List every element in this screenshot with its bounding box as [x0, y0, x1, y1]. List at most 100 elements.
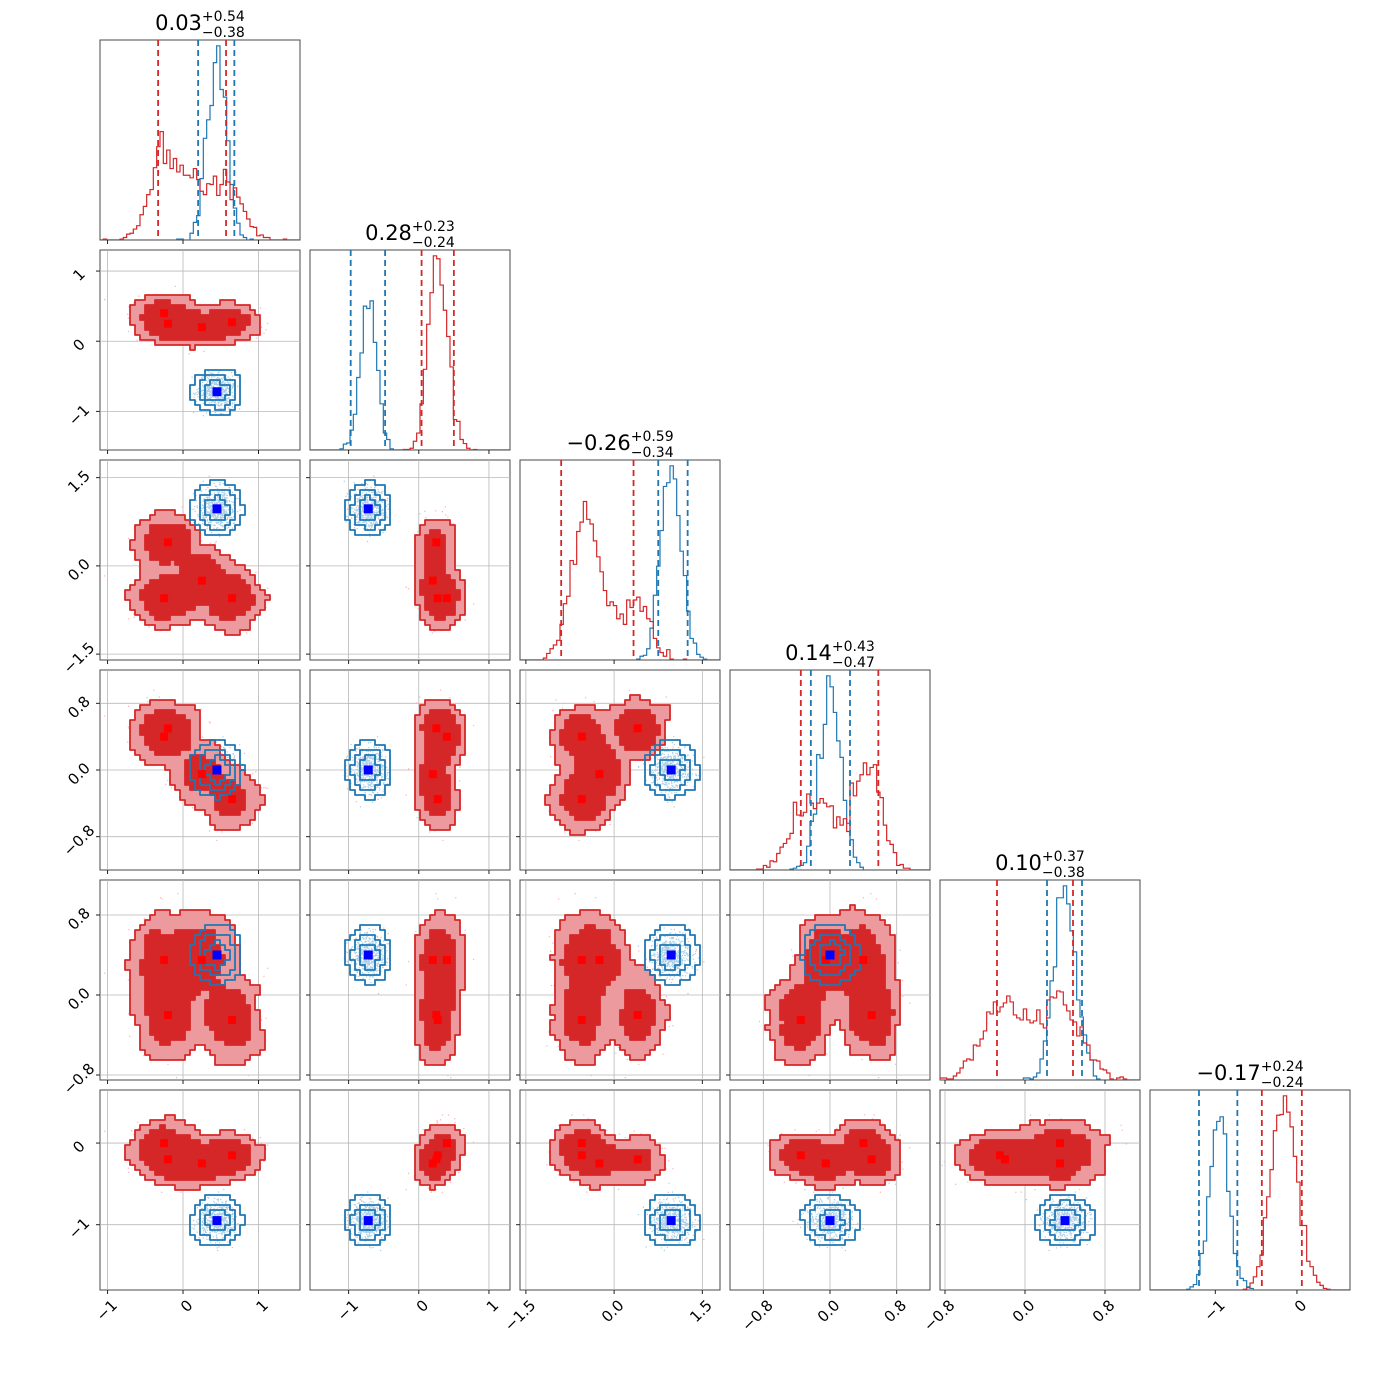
scatter-point-b — [237, 376, 239, 378]
scatter-point-a — [170, 787, 173, 789]
scatter-point-b — [224, 510, 226, 513]
scatter-point-b — [345, 495, 347, 498]
marker-series-a — [160, 309, 169, 318]
scatter-point-b — [208, 390, 211, 392]
scatter-point-b — [371, 526, 373, 529]
scatter-point-a — [255, 337, 258, 339]
scatter-point-a — [435, 510, 437, 512]
scatter-point-b — [210, 511, 212, 513]
scatter-point-b — [209, 497, 211, 499]
scatter-point-b — [226, 400, 228, 402]
scatter-point-b — [214, 401, 217, 403]
title-median: 0.03 — [155, 11, 202, 35]
scatter-point-b — [357, 506, 360, 508]
scatter-point-b — [206, 390, 209, 392]
scatter-point-b — [358, 522, 360, 524]
scatter-point-b — [202, 516, 205, 518]
scatter-point-b — [218, 407, 220, 410]
scatter-point-b — [217, 521, 220, 524]
scatter-point-b — [206, 376, 209, 379]
scatter-point-b — [382, 517, 384, 519]
scatter-point-b — [237, 510, 239, 513]
scatter-point-b — [375, 511, 377, 514]
scatter-point-b — [366, 496, 369, 498]
scatter-point-b — [222, 388, 225, 391]
scatter-point-b — [205, 506, 208, 509]
scatter-point-b — [205, 516, 208, 518]
marker-series-a — [197, 323, 206, 332]
scatter-point-b — [203, 517, 206, 519]
scatter-point-b — [350, 506, 352, 509]
scatter-point-b — [202, 505, 204, 507]
marker-series-a — [433, 594, 442, 603]
scatter-point-a — [266, 322, 269, 325]
scatter-point-b — [229, 500, 231, 503]
scatter-point-b — [362, 511, 364, 513]
panel-title-1: 0.28+0.23 −0.24 — [365, 219, 455, 251]
scatter-point-b — [216, 499, 218, 501]
scatter-point-b — [202, 386, 205, 388]
scatter-point-b — [191, 376, 193, 378]
scatter-point-b — [382, 512, 385, 515]
scatter-point-b — [222, 482, 225, 485]
scatter-point-b — [361, 515, 363, 517]
scatter-point-b — [217, 496, 219, 498]
scatter-point-b — [382, 509, 384, 511]
scatter-point-b — [225, 493, 227, 495]
scatter-point-b — [202, 389, 204, 391]
scatter-point-b — [208, 512, 211, 515]
scatter-point-b — [221, 497, 224, 499]
scatter-point-a — [103, 715, 106, 717]
scatter-point-b — [213, 513, 215, 516]
scatter-point-b — [193, 508, 195, 511]
scatter-point-a — [260, 326, 263, 329]
scatter-point-b — [370, 515, 372, 517]
scatter-point-a — [208, 830, 211, 832]
title-minus: −0.24 — [412, 235, 455, 251]
scatter-point-b — [222, 503, 225, 506]
scatter-point-b — [212, 400, 215, 403]
scatter-point-b — [381, 512, 383, 514]
scatter-point-b — [206, 528, 208, 530]
scatter-point-a — [259, 307, 262, 309]
scatter-point-b — [220, 377, 222, 380]
contour-mid-b — [349, 489, 386, 531]
scatter-point-a — [191, 807, 194, 809]
scatter-point-b — [207, 522, 210, 524]
scatter-point-b — [210, 394, 212, 397]
scatter-point-b — [217, 513, 219, 515]
scatter-point-b — [360, 510, 363, 513]
scatter-point-b — [237, 498, 239, 500]
scatter-point-b — [216, 396, 218, 399]
scatter-point-b — [222, 390, 224, 392]
marker-series-a — [228, 318, 237, 327]
scatter-point-b — [212, 516, 214, 518]
scatter-point-b — [362, 502, 365, 505]
scatter-point-b — [382, 531, 384, 534]
contour-outer-a — [414, 519, 466, 631]
scatter-point-a — [103, 298, 106, 301]
scatter-point-a — [245, 632, 248, 634]
scatter-point-a — [424, 510, 426, 512]
scatter-point-b — [372, 505, 375, 507]
scatter-point-b — [207, 500, 209, 503]
scatter-point-b — [215, 540, 217, 543]
scatter-point-b — [373, 475, 375, 477]
scatter-point-b — [219, 397, 222, 400]
scatter-point-b — [365, 522, 368, 524]
scatter-point-b — [230, 372, 233, 374]
contour-inner-a — [139, 524, 256, 621]
scatter-point-b — [215, 382, 218, 384]
scatter-point-b — [366, 513, 368, 515]
scatter-point-b — [200, 490, 203, 492]
scatter-point-b — [231, 491, 234, 493]
scatter-point-b — [381, 509, 383, 511]
scatter-point-b — [213, 482, 215, 485]
scatter-point-b — [221, 516, 223, 519]
scatter-point-b — [218, 491, 221, 493]
scatter-point-a — [266, 787, 269, 790]
scatter-point-b — [196, 393, 199, 396]
scatter-point-b — [202, 402, 205, 405]
scatter-point-b — [232, 384, 235, 386]
scatter-point-b — [207, 503, 210, 506]
